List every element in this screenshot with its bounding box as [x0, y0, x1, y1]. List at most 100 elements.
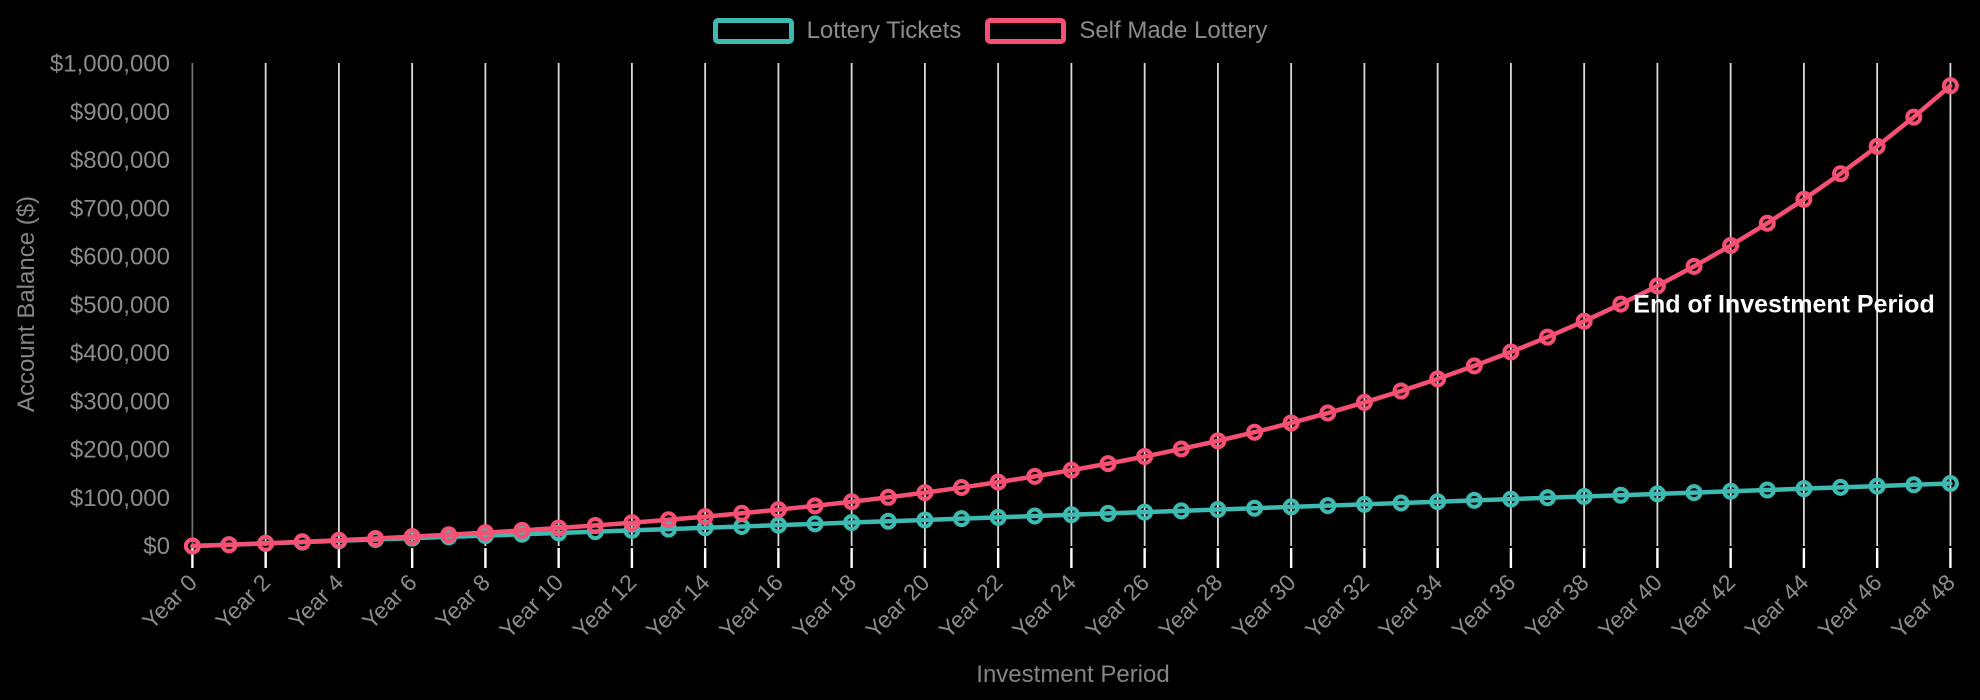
data-point-self-made-lottery[interactable] [1026, 467, 1044, 485]
data-point-lottery-tickets[interactable] [1172, 502, 1190, 520]
data-point-self-made-lottery[interactable] [1941, 77, 1959, 95]
data-point-self-made-lottery[interactable] [293, 533, 311, 551]
data-point-lottery-tickets[interactable] [769, 516, 787, 534]
y-tick-label: $700,000 [70, 195, 170, 222]
data-point-self-made-lottery[interactable] [1502, 343, 1520, 361]
x-tick-label: Year 32 [1300, 569, 1374, 643]
data-point-self-made-lottery[interactable] [1905, 108, 1923, 126]
data-point-self-made-lottery[interactable] [1062, 461, 1080, 479]
data-point-lottery-tickets[interactable] [1868, 477, 1886, 495]
data-point-self-made-lottery[interactable] [660, 511, 678, 529]
legend-item-self-made-lottery[interactable]: Self Made Lottery [985, 18, 1267, 44]
data-point-lottery-tickets[interactable] [1136, 503, 1154, 521]
x-tick-label: Year 8 [430, 569, 495, 634]
data-point-self-made-lottery[interactable] [1392, 382, 1410, 400]
data-point-lottery-tickets[interactable] [1941, 474, 1959, 492]
data-point-lottery-tickets[interactable] [1539, 489, 1557, 507]
data-point-self-made-lottery[interactable] [1355, 393, 1373, 411]
data-point-self-made-lottery[interactable] [550, 519, 568, 537]
data-point-lottery-tickets[interactable] [1062, 506, 1080, 524]
data-point-self-made-lottery[interactable] [367, 530, 385, 548]
data-point-self-made-lottery[interactable] [1685, 257, 1703, 275]
data-point-lottery-tickets[interactable] [879, 512, 897, 530]
data-point-lottery-tickets[interactable] [843, 514, 861, 532]
data-point-self-made-lottery[interactable] [1429, 370, 1447, 388]
x-ticks [191, 548, 1952, 568]
data-point-lottery-tickets[interactable] [1502, 490, 1520, 508]
data-point-lottery-tickets[interactable] [1465, 491, 1483, 509]
data-point-self-made-lottery[interactable] [1319, 404, 1337, 422]
data-point-self-made-lottery[interactable] [1722, 237, 1740, 255]
data-point-lottery-tickets[interactable] [1795, 480, 1813, 498]
data-point-self-made-lottery[interactable] [1575, 312, 1593, 330]
legend-item-lottery-tickets[interactable]: Lottery Tickets [712, 17, 962, 44]
y-tick-labels: $0 $100,000 $200,000 $300,000 $400,000 $500,0… [50, 51, 170, 561]
data-point-self-made-lottery[interactable] [1282, 414, 1300, 432]
data-point-self-made-lottery[interactable] [220, 536, 238, 554]
legend-label-lottery-tickets: Lottery Tickets [806, 17, 962, 44]
data-point-lottery-tickets[interactable] [806, 515, 824, 533]
data-point-lottery-tickets[interactable] [1612, 486, 1630, 504]
data-point-lottery-tickets[interactable] [1575, 487, 1593, 505]
data-point-lottery-tickets[interactable] [1648, 485, 1666, 503]
data-point-lottery-tickets[interactable] [989, 508, 1007, 526]
x-tick-label: Year 0 [137, 569, 202, 634]
data-point-self-made-lottery[interactable] [1099, 455, 1117, 473]
data-point-lottery-tickets[interactable] [1319, 497, 1337, 515]
data-point-lottery-tickets[interactable] [1209, 501, 1227, 519]
data-point-self-made-lottery[interactable] [1465, 357, 1483, 375]
data-point-self-made-lottery[interactable] [843, 493, 861, 511]
data-point-self-made-lottery[interactable] [916, 484, 934, 502]
data-point-self-made-lottery[interactable] [257, 534, 275, 552]
data-point-self-made-lottery[interactable] [513, 521, 531, 539]
x-tick-label: Year 40 [1593, 569, 1667, 643]
x-tick-label: Year 16 [714, 569, 788, 643]
data-point-lottery-tickets[interactable] [1026, 507, 1044, 525]
data-point-self-made-lottery[interactable] [1246, 423, 1264, 441]
data-point-self-made-lottery[interactable] [440, 526, 458, 544]
data-point-lottery-tickets[interactable] [1099, 504, 1117, 522]
data-point-self-made-lottery[interactable] [1758, 214, 1776, 232]
data-point-self-made-lottery[interactable] [879, 488, 897, 506]
data-point-lottery-tickets[interactable] [1246, 499, 1264, 517]
data-point-lottery-tickets[interactable] [916, 511, 934, 529]
data-point-lottery-tickets[interactable] [660, 520, 678, 538]
data-point-self-made-lottery[interactable] [769, 501, 787, 519]
y-tick-label: $500,000 [70, 292, 170, 319]
data-point-self-made-lottery[interactable] [1539, 328, 1557, 346]
y-tick-label: $400,000 [70, 340, 170, 367]
y-tick-label: $0 [143, 533, 170, 560]
data-point-self-made-lottery[interactable] [1172, 440, 1190, 458]
data-point-self-made-lottery[interactable] [696, 508, 714, 526]
data-point-lottery-tickets[interactable] [1355, 495, 1373, 513]
data-point-lottery-tickets[interactable] [1392, 494, 1410, 512]
data-point-self-made-lottery[interactable] [623, 514, 641, 532]
data-point-self-made-lottery[interactable] [1136, 448, 1154, 466]
data-point-lottery-tickets[interactable] [1758, 481, 1776, 499]
data-point-lottery-tickets[interactable] [1282, 498, 1300, 516]
data-point-self-made-lottery[interactable] [1648, 277, 1666, 295]
data-point-lottery-tickets[interactable] [1832, 478, 1850, 496]
data-point-self-made-lottery[interactable] [953, 479, 971, 497]
data-point-self-made-lottery[interactable] [1868, 137, 1886, 155]
series-self-made-lottery[interactable] [183, 77, 1959, 555]
data-point-self-made-lottery[interactable] [1795, 190, 1813, 208]
data-point-lottery-tickets[interactable] [1905, 476, 1923, 494]
data-point-self-made-lottery[interactable] [989, 473, 1007, 491]
data-point-self-made-lottery[interactable] [1612, 295, 1630, 313]
data-point-self-made-lottery[interactable] [1832, 165, 1850, 183]
data-point-self-made-lottery[interactable] [733, 504, 751, 522]
data-point-self-made-lottery[interactable] [183, 537, 201, 555]
data-point-self-made-lottery[interactable] [806, 497, 824, 515]
data-point-self-made-lottery[interactable] [403, 528, 421, 546]
data-point-lottery-tickets[interactable] [1722, 482, 1740, 500]
data-point-lottery-tickets[interactable] [1685, 484, 1703, 502]
data-point-self-made-lottery[interactable] [1209, 432, 1227, 450]
data-point-lottery-tickets[interactable] [953, 510, 971, 528]
data-point-self-made-lottery[interactable] [476, 524, 494, 542]
data-point-self-made-lottery[interactable] [586, 516, 604, 534]
data-point-lottery-tickets[interactable] [1429, 493, 1447, 511]
data-point-self-made-lottery[interactable] [330, 531, 348, 549]
